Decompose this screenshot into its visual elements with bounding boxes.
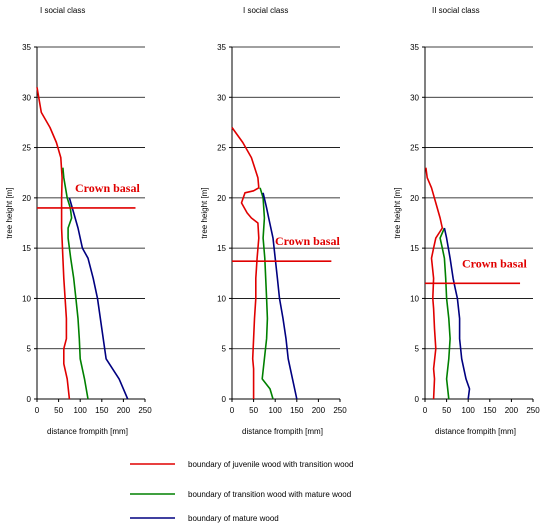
series-line-2 (62, 167, 89, 400)
x-tick-label: 250 (333, 406, 347, 415)
y-axis-label: tree height [m] (200, 187, 209, 238)
y-tick-label: 10 (410, 294, 419, 303)
x-tick-label: 150 (290, 406, 304, 415)
crown-basal-label: Crown basal (275, 234, 340, 248)
chart-title: II social class (432, 6, 480, 15)
x-tick-label: 100 (269, 406, 283, 415)
y-tick-label: 20 (217, 194, 226, 203)
x-tick-label: 150 (95, 406, 109, 415)
y-tick-label: 5 (415, 345, 420, 354)
y-tick-label: 5 (27, 345, 32, 354)
x-axis-label: distance frompith [mm] (435, 427, 516, 436)
x-axis-label: distance frompith [mm] (47, 427, 128, 436)
y-tick-label: 15 (22, 244, 31, 253)
legend: boundary of juvenile wood with transitio… (130, 460, 353, 523)
x-axis-label: distance frompith [mm] (242, 427, 323, 436)
x-tick-label: 50 (442, 406, 451, 415)
y-tick-label: 15 (410, 244, 419, 253)
y-tick-label: 10 (22, 294, 31, 303)
chart-panel-2: I social class 0 5 10 15 20 25 30 35 0 50 100 150 200… (200, 6, 347, 436)
y-tick-label: 25 (410, 144, 419, 153)
y-tick-label: 20 (410, 194, 419, 203)
x-tick-label: 50 (249, 406, 258, 415)
y-tick-label: 35 (22, 43, 31, 52)
x-tick-label: 50 (54, 406, 63, 415)
y-tick-label: 10 (217, 294, 226, 303)
y-axis-label: tree height [m] (393, 187, 402, 238)
y-tick-label: 30 (217, 93, 226, 102)
x-tick-label: 150 (483, 406, 497, 415)
y-tick-label: 35 (217, 43, 226, 52)
chart-panel-1: I social class 0 5 10 15 20 25 30 35 0 50 100 150 200… (5, 6, 152, 436)
chart-title: I social class (243, 6, 288, 15)
y-tick-label: 25 (22, 144, 31, 153)
y-tick-label: 0 (222, 395, 227, 404)
x-tick-label: 0 (35, 406, 40, 415)
crown-basal-label: Crown basal (462, 256, 527, 270)
y-tick-label: 20 (22, 194, 31, 203)
series-line-2 (439, 227, 451, 400)
y-tick-label: 0 (415, 395, 420, 404)
chart-title: I social class (40, 6, 85, 15)
x-tick-label: 100 (74, 406, 88, 415)
x-tick-label: 200 (505, 406, 519, 415)
x-tick-label: 200 (312, 406, 326, 415)
y-tick-label: 15 (217, 244, 226, 253)
y-axis-label: tree height [m] (5, 187, 14, 238)
y-tick-label: 5 (222, 345, 227, 354)
crown-basal-label: Crown basal (75, 181, 140, 195)
series-line-3 (262, 192, 298, 400)
x-tick-label: 0 (230, 406, 235, 415)
x-tick-label: 200 (117, 406, 131, 415)
series-line-3 (443, 227, 471, 400)
legend-label: boundary of mature wood (188, 514, 279, 523)
x-tick-label: 250 (138, 406, 152, 415)
y-tick-label: 30 (410, 93, 419, 102)
y-tick-label: 25 (217, 144, 226, 153)
legend-label: boundary of juvenile wood with transitio… (188, 460, 353, 469)
series-line-1 (425, 167, 444, 400)
x-tick-label: 0 (423, 406, 428, 415)
x-tick-label: 100 (462, 406, 476, 415)
series-line-2 (259, 187, 274, 400)
series-line-1 (36, 87, 71, 400)
y-tick-label: 0 (27, 395, 32, 404)
y-tick-label: 35 (410, 43, 419, 52)
chart-panel-3: II social class 0 5 10 15 20 25 30 35 0 50 100 150 20… (393, 6, 540, 436)
series-line-1 (231, 127, 260, 399)
x-tick-label: 250 (526, 406, 540, 415)
series-line-3 (68, 197, 129, 400)
legend-label: boundary of transition wood with mature … (188, 490, 351, 499)
y-tick-label: 30 (22, 93, 31, 102)
